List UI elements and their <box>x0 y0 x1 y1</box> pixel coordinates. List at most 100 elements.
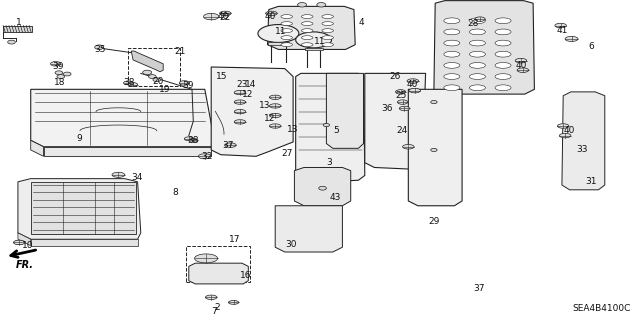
Ellipse shape <box>205 295 217 300</box>
Ellipse shape <box>234 90 246 95</box>
Ellipse shape <box>281 29 292 33</box>
Ellipse shape <box>258 25 299 42</box>
Ellipse shape <box>407 79 419 83</box>
Polygon shape <box>31 89 214 147</box>
Ellipse shape <box>269 124 281 128</box>
Polygon shape <box>44 147 211 156</box>
Ellipse shape <box>517 68 529 72</box>
Ellipse shape <box>470 18 486 24</box>
Text: 19: 19 <box>159 85 170 94</box>
Polygon shape <box>31 140 44 156</box>
Ellipse shape <box>281 36 292 40</box>
Text: 1: 1 <box>16 18 22 27</box>
Ellipse shape <box>184 137 193 141</box>
Polygon shape <box>294 167 351 206</box>
Ellipse shape <box>396 90 406 94</box>
Text: 11: 11 <box>275 27 287 36</box>
Text: 9: 9 <box>77 134 83 143</box>
Bar <box>128 48 180 86</box>
Ellipse shape <box>444 74 460 79</box>
Bar <box>3 26 32 32</box>
Ellipse shape <box>13 240 25 245</box>
Text: 15: 15 <box>216 72 228 81</box>
Ellipse shape <box>234 100 246 104</box>
Polygon shape <box>18 233 31 246</box>
Ellipse shape <box>266 11 277 16</box>
Text: 4: 4 <box>358 18 364 27</box>
Polygon shape <box>296 73 365 182</box>
Bar <box>186 246 250 282</box>
Ellipse shape <box>322 29 333 33</box>
Text: 18: 18 <box>54 78 66 87</box>
Text: 6: 6 <box>589 42 595 51</box>
Text: 38: 38 <box>188 136 199 145</box>
Text: 39: 39 <box>52 62 64 70</box>
Text: 31: 31 <box>586 177 597 186</box>
Text: 24: 24 <box>397 126 408 135</box>
Text: 43: 43 <box>330 193 341 202</box>
Circle shape <box>431 148 437 152</box>
Ellipse shape <box>269 104 281 108</box>
Polygon shape <box>189 263 248 284</box>
Circle shape <box>95 45 104 49</box>
Text: 12: 12 <box>264 114 276 122</box>
Text: 25: 25 <box>396 91 407 100</box>
Ellipse shape <box>301 29 313 33</box>
Ellipse shape <box>204 13 219 20</box>
Ellipse shape <box>495 40 511 46</box>
Ellipse shape <box>301 22 313 26</box>
Ellipse shape <box>409 88 420 93</box>
Text: 35: 35 <box>95 45 106 54</box>
Ellipse shape <box>189 138 198 142</box>
Circle shape <box>298 3 307 7</box>
Ellipse shape <box>444 51 460 57</box>
Ellipse shape <box>403 145 414 149</box>
Polygon shape <box>275 206 342 252</box>
Ellipse shape <box>565 36 578 41</box>
Circle shape <box>57 75 65 78</box>
Ellipse shape <box>220 11 231 16</box>
Ellipse shape <box>495 29 511 35</box>
Text: FR.: FR. <box>15 260 33 270</box>
Text: 7: 7 <box>211 307 217 315</box>
Polygon shape <box>408 89 462 206</box>
Bar <box>305 48 323 50</box>
Ellipse shape <box>444 18 460 24</box>
Text: 27: 27 <box>282 149 293 158</box>
Text: 36: 36 <box>381 104 393 113</box>
Ellipse shape <box>322 15 333 19</box>
Text: 12: 12 <box>242 90 253 99</box>
Ellipse shape <box>198 154 211 159</box>
Ellipse shape <box>444 85 460 91</box>
Ellipse shape <box>322 22 333 26</box>
Ellipse shape <box>234 109 246 114</box>
Text: 32: 32 <box>202 152 213 161</box>
Circle shape <box>319 186 326 190</box>
Text: 16: 16 <box>240 271 252 280</box>
Polygon shape <box>434 1 534 94</box>
Ellipse shape <box>124 81 132 85</box>
Text: 17: 17 <box>229 235 241 244</box>
Circle shape <box>431 100 437 104</box>
Ellipse shape <box>399 106 410 111</box>
Circle shape <box>55 71 63 75</box>
Ellipse shape <box>225 143 236 147</box>
Ellipse shape <box>281 15 292 19</box>
Circle shape <box>143 70 152 75</box>
Text: 23: 23 <box>237 80 248 89</box>
Text: 13: 13 <box>287 125 298 134</box>
Text: 40: 40 <box>406 80 418 89</box>
Polygon shape <box>18 179 141 239</box>
Ellipse shape <box>470 63 486 68</box>
Ellipse shape <box>234 120 246 124</box>
Text: 26: 26 <box>390 72 401 81</box>
Text: 37: 37 <box>474 284 485 293</box>
Ellipse shape <box>557 124 569 128</box>
Polygon shape <box>31 239 138 246</box>
Ellipse shape <box>301 43 313 47</box>
Ellipse shape <box>179 81 189 85</box>
Ellipse shape <box>195 254 218 263</box>
Text: 11: 11 <box>314 37 325 46</box>
Ellipse shape <box>475 17 485 21</box>
Ellipse shape <box>515 58 527 63</box>
